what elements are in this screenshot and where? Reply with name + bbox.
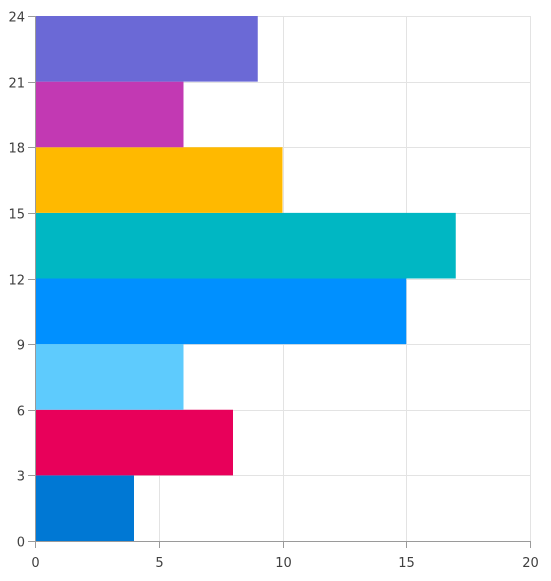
y-tick-label-0: 0: [17, 536, 25, 551]
tick-labels-layer: 0 5 10 15 20 0 3 6 9 12 15 18 21 24: [8, 11, 538, 572]
x-tick-label-20: 20: [522, 556, 539, 571]
bar-0[interactable]: [35, 475, 134, 541]
y-tick-label-21: 21: [8, 77, 25, 92]
bar-1[interactable]: [35, 409, 233, 476]
y-tick-label-15: 15: [8, 208, 25, 223]
axes-layer: [28, 16, 531, 548]
y-tick-label-3: 3: [17, 470, 25, 485]
y-tick-label-9: 9: [17, 339, 25, 354]
bar-4[interactable]: [35, 212, 456, 279]
x-tick-label-15: 15: [398, 556, 415, 571]
x-tick-label-10: 10: [275, 556, 292, 571]
y-tick-label-24: 24: [8, 11, 25, 26]
bars-layer: [35, 16, 456, 541]
bar-7[interactable]: [35, 16, 258, 82]
bar-6[interactable]: [35, 81, 184, 148]
x-tick-label-5: 5: [155, 556, 163, 571]
bar-5[interactable]: [35, 147, 283, 213]
y-tick-label-12: 12: [8, 274, 25, 289]
y-tick-label-18: 18: [8, 142, 25, 157]
y-tick-label-6: 6: [17, 405, 25, 420]
bar-3[interactable]: [35, 278, 407, 345]
x-tick-label-0: 0: [31, 556, 39, 571]
bar-2[interactable]: [35, 344, 184, 410]
